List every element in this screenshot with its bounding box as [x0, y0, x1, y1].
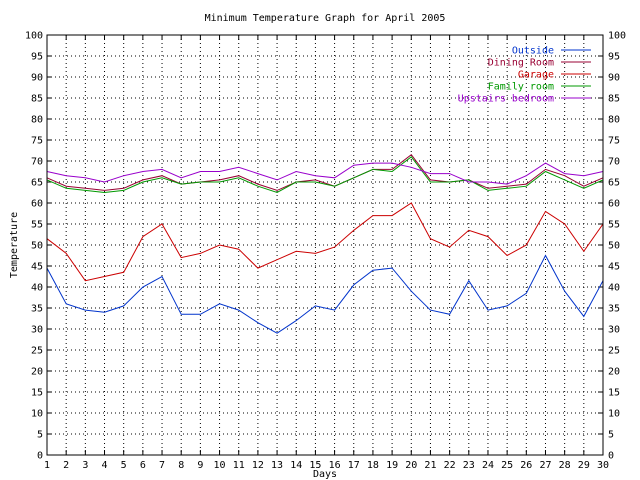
- x-tick-label: 2: [63, 460, 69, 471]
- x-tick-label: 16: [329, 460, 341, 471]
- x-tick-label: 27: [539, 460, 551, 471]
- y-tick-label: 40: [31, 283, 43, 294]
- y-tick-label-right: 5: [608, 430, 614, 441]
- x-tick-label: 7: [159, 460, 165, 471]
- y-tick-label: 5: [37, 430, 43, 441]
- grid-lines: [47, 35, 603, 455]
- y-tick-label-right: 90: [608, 73, 620, 84]
- x-tick-label: 12: [252, 460, 264, 471]
- y-tick-label: 60: [31, 199, 43, 210]
- y-tick-label: 90: [31, 73, 43, 84]
- y-tick-label: 85: [31, 94, 43, 105]
- x-tick-label: 3: [82, 460, 88, 471]
- y-tick-label: 65: [31, 178, 43, 189]
- x-tick-label: 6: [140, 460, 146, 471]
- series-line-upstairs-bedroom: [46, 162, 604, 185]
- y-tick-label-right: 25: [608, 346, 620, 357]
- x-tick-label: 18: [367, 460, 379, 471]
- y-tick-label: 70: [31, 157, 43, 168]
- legend-label-family-room: Family room: [488, 82, 554, 93]
- y-tick-label-right: 30: [608, 325, 620, 336]
- x-tick-label: 19: [386, 460, 398, 471]
- series-line-garage: [46, 202, 604, 282]
- x-tick-label: 14: [290, 460, 302, 471]
- y-tick-label: 15: [31, 388, 43, 399]
- x-tick-label: 30: [597, 460, 609, 471]
- y-tick-label-right: 95: [608, 52, 620, 63]
- plot-frame: [46, 34, 604, 456]
- series-lines: [46, 153, 604, 334]
- x-tick-label: 15: [309, 460, 321, 471]
- y-tick-label: 55: [31, 220, 43, 231]
- y-tick-label: 95: [31, 52, 43, 63]
- series-line-family-room: [46, 156, 604, 194]
- y-tick-label: 80: [31, 115, 43, 126]
- y-tick-label-right: 65: [608, 178, 620, 189]
- y-tick-label-right: 20: [608, 367, 620, 378]
- y-tick-label: 30: [31, 325, 43, 336]
- x-tick-label: 20: [405, 460, 417, 471]
- x-tick-label: 13: [271, 460, 283, 471]
- y-tick-label-right: 40: [608, 283, 620, 294]
- y-tick-label: 100: [25, 31, 43, 42]
- y-tick-label-right: 100: [608, 31, 626, 42]
- series-line-outside: [46, 254, 604, 334]
- y-tick-label-right: 60: [608, 199, 620, 210]
- y-tick-label: 25: [31, 346, 43, 357]
- x-tick-label: 4: [102, 460, 108, 471]
- x-tick-label: 21: [424, 460, 436, 471]
- x-tick-label: 29: [578, 460, 590, 471]
- legend-label-upstairs-bedroom: Upstairs bedroom: [458, 94, 554, 105]
- y-tick-label: 50: [31, 241, 43, 252]
- y-tick-label-right: 80: [608, 115, 620, 126]
- y-tick-label-right: 45: [608, 262, 620, 273]
- legend-label-outside: Outside: [512, 46, 554, 57]
- x-tick-label: 24: [482, 460, 494, 471]
- x-tick-label: 9: [197, 460, 203, 471]
- y-tick-label-right: 55: [608, 220, 620, 231]
- x-tick-label: 25: [501, 460, 513, 471]
- x-tick-label: 23: [463, 460, 475, 471]
- y-tick-label: 35: [31, 304, 43, 315]
- y-axis-label: Temperature: [9, 212, 20, 278]
- y-tick-label-right: 50: [608, 241, 620, 252]
- x-tick-label: 28: [559, 460, 571, 471]
- x-tick-label: 5: [121, 460, 127, 471]
- y-tick-label-right: 85: [608, 94, 620, 105]
- x-tick-label: 26: [520, 460, 532, 471]
- y-tick-label-right: 35: [608, 304, 620, 315]
- y-tick-label: 10: [31, 409, 43, 420]
- y-tick-label: 45: [31, 262, 43, 273]
- x-tick-label: 22: [444, 460, 456, 471]
- legend-label-garage: Garage: [518, 70, 554, 81]
- y-tick-label-right: 10: [608, 409, 620, 420]
- x-tick-label: 17: [348, 460, 360, 471]
- y-tick-label: 20: [31, 367, 43, 378]
- x-tick-label: 8: [178, 460, 184, 471]
- x-tick-label: 11: [233, 460, 245, 471]
- chart-title: Minimum Temperature Graph for April 2005: [205, 13, 446, 24]
- series-line-dining-room: [46, 153, 604, 191]
- y-tick-label: 75: [31, 136, 43, 147]
- x-tick-label: 1: [44, 460, 50, 471]
- y-tick-label-right: 15: [608, 388, 620, 399]
- y-tick-label-right: 70: [608, 157, 620, 168]
- y-tick-label: 0: [37, 451, 43, 462]
- y-tick-label-right: 75: [608, 136, 620, 147]
- x-tick-label: 10: [214, 460, 226, 471]
- y-tick-label-right: 0: [608, 451, 614, 462]
- legend-label-dining-room: Dining Room: [488, 58, 554, 69]
- x-axis-label: Days: [313, 469, 337, 480]
